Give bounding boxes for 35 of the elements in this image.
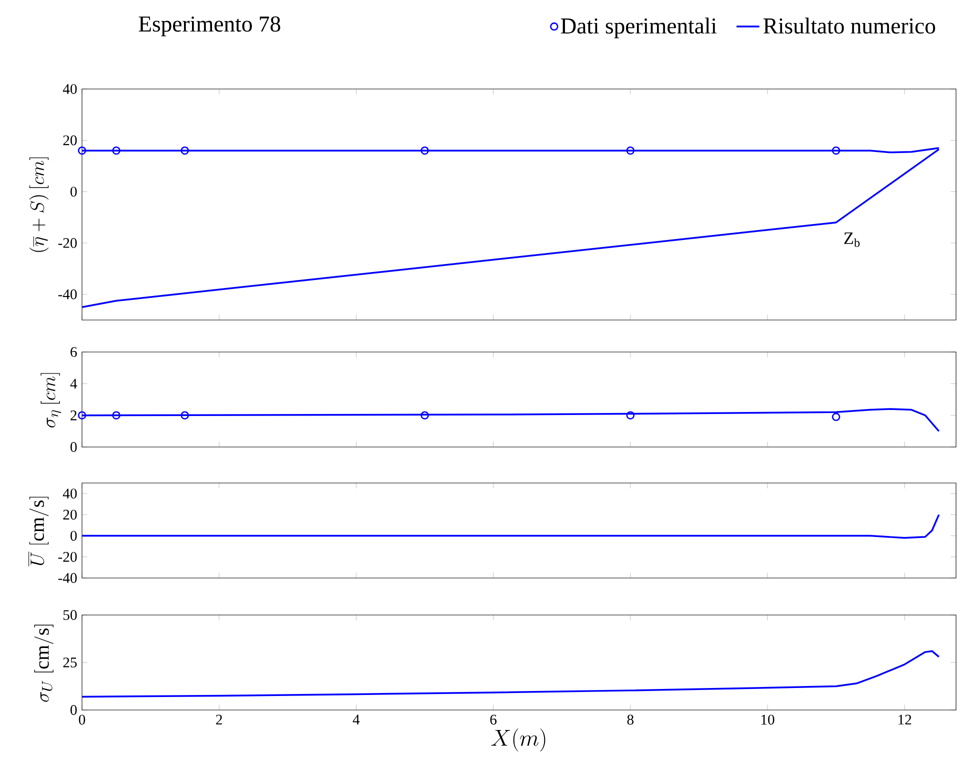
y-axis-title: $(\overline{\eta}+S)\,[cm]$ [29,157,49,252]
x-tick-label: 12 [898,714,912,724]
x-tick-label: 0 [78,714,86,725]
chart-title: Esperimento 78 [138,16,280,36]
y-tick-label: 2 [70,410,76,420]
legend-label: Risultato numerico [763,18,936,34]
x-tick-label: 2 [216,714,222,724]
y-tick-label: 0 [70,530,77,541]
y-tick-label: 40 [62,488,77,499]
line-series [82,514,940,539]
y-tick-label: 0 [70,442,77,452]
y-axis-title: $\overline{U}\ [\mathrm{cm/s}]$ [28,496,49,566]
y-axis-title: $\sigma_{\eta}\,[cm]$ [40,373,62,428]
x-axis-title: $X(m)$ [491,728,546,752]
y-tick-label: 50 [63,610,77,620]
y-tick-label: 0 [70,705,77,715]
y-tick-label: 6 [70,347,77,357]
x-tick-label: 6 [490,714,497,725]
y-tick-label: -40 [58,289,77,300]
y-tick-label: 0 [70,186,77,197]
x-tick-label: 10 [761,714,774,725]
y-tick-label: 4 [70,378,78,388]
y-tick-label: 20 [63,135,77,146]
y-axis-title: $\sigma_{U}\ [\mathrm{cm/s}]$ [34,624,54,702]
x-tick-label: 8 [627,714,634,725]
x-tick-label: 4 [352,714,360,724]
y-tick-label: 20 [63,510,77,520]
y-tick-label: -20 [58,552,77,562]
line-series [82,650,940,698]
y-tick-label: 25 [63,658,77,668]
annotation: Z$_{b}$ [844,232,860,247]
legend-label: Dati sperimentali [560,18,717,38]
y-tick-label: 40 [62,84,77,94]
y-tick-label: -20 [58,238,77,248]
y-tick-label: -40 [58,573,77,583]
